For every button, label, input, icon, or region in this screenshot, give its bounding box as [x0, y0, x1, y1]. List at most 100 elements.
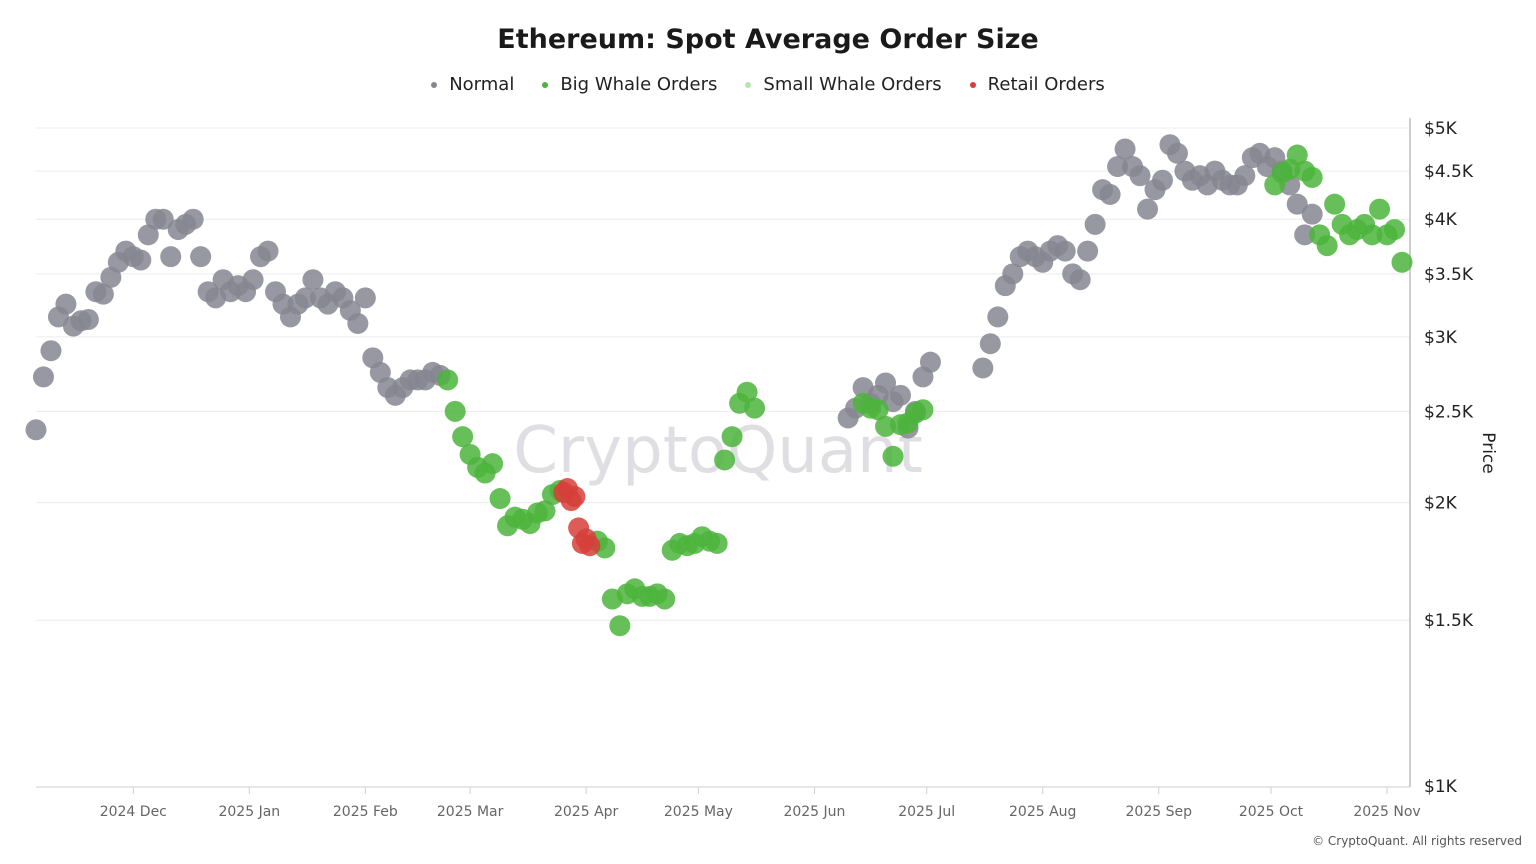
y-tick-label: $4K	[1424, 210, 1458, 230]
point-normal[interactable]	[77, 309, 99, 331]
legend-label-big-whale: Big Whale Orders	[560, 74, 718, 95]
point-normal[interactable]	[875, 372, 897, 394]
legend-dot-retail	[969, 81, 976, 88]
chart-title: Ethereum: Spot Average Order Size	[497, 24, 1039, 55]
point-normal[interactable]	[92, 283, 114, 305]
point-retail-orders[interactable]	[564, 486, 586, 508]
point-normal[interactable]	[152, 208, 174, 230]
point-big-whale-orders[interactable]	[489, 488, 511, 510]
point-normal[interactable]	[890, 384, 912, 406]
x-tick-label: 2025 Jan	[218, 804, 280, 820]
point-big-whale-orders[interactable]	[1369, 198, 1391, 220]
point-big-whale-orders[interactable]	[654, 588, 676, 610]
legend-label-small-whale: Small Whale Orders	[763, 74, 942, 95]
point-normal[interactable]	[242, 269, 264, 291]
point-normal[interactable]	[979, 333, 1001, 355]
point-big-whale-orders[interactable]	[482, 453, 504, 475]
watermark: CryptoQuant	[513, 414, 923, 488]
point-big-whale-orders[interactable]	[1301, 166, 1323, 188]
point-big-whale-orders[interactable]	[721, 426, 743, 448]
point-normal[interactable]	[1099, 183, 1121, 205]
point-normal[interactable]	[972, 357, 994, 379]
x-tick-label: 2025 Jun	[783, 804, 845, 820]
legend-item-normal[interactable]: Normal	[431, 74, 514, 95]
point-normal[interactable]	[919, 351, 941, 373]
point-big-whale-orders[interactable]	[912, 399, 934, 421]
grid-lines	[36, 127, 1410, 621]
point-normal[interactable]	[160, 246, 182, 268]
point-normal[interactable]	[987, 306, 1009, 328]
point-big-whale-orders[interactable]	[437, 369, 459, 391]
x-tick-label: 2025 Aug	[1009, 804, 1076, 820]
y-tick-label: $1.5K	[1424, 611, 1474, 631]
legend-dot-big-whale	[542, 81, 549, 88]
y-tick-label: $4.5K	[1424, 162, 1474, 182]
point-retail-orders[interactable]	[579, 535, 601, 557]
point-normal[interactable]	[137, 224, 159, 246]
legend-item-retail[interactable]: Retail Orders	[969, 74, 1105, 95]
point-normal[interactable]	[32, 366, 54, 388]
data-points	[25, 134, 1413, 637]
point-big-whale-orders[interactable]	[714, 449, 736, 471]
x-tick-label: 2025 Nov	[1353, 804, 1420, 820]
point-normal[interactable]	[1286, 193, 1308, 215]
point-big-whale-orders[interactable]	[452, 426, 474, 448]
x-tick-label: 2025 Sep	[1126, 804, 1193, 820]
point-big-whale-orders[interactable]	[444, 400, 466, 422]
point-big-whale-orders[interactable]	[736, 381, 758, 403]
point-normal[interactable]	[1301, 203, 1323, 225]
legend-label-retail: Retail Orders	[987, 74, 1105, 95]
y-tick-label: $3K	[1424, 328, 1458, 348]
point-normal[interactable]	[1151, 169, 1173, 191]
x-tick-label: 2025 Mar	[437, 804, 504, 820]
point-normal[interactable]	[130, 249, 152, 271]
point-big-whale-orders[interactable]	[609, 615, 631, 637]
point-normal[interactable]	[1077, 240, 1099, 262]
point-normal[interactable]	[1114, 138, 1136, 160]
point-big-whale-orders[interactable]	[1324, 193, 1346, 215]
point-big-whale-orders[interactable]	[1391, 251, 1413, 273]
point-normal[interactable]	[347, 312, 369, 334]
point-big-whale-orders[interactable]	[534, 500, 556, 522]
point-normal[interactable]	[25, 419, 47, 441]
point-normal[interactable]	[1129, 165, 1151, 187]
point-normal[interactable]	[1054, 240, 1076, 262]
y-tick-label: $3.5K	[1424, 265, 1474, 285]
legend-dot-small-whale	[745, 81, 752, 88]
point-normal[interactable]	[1002, 263, 1024, 285]
legend-dot-normal	[431, 81, 438, 88]
point-normal[interactable]	[302, 269, 324, 291]
point-normal[interactable]	[354, 287, 376, 309]
point-normal[interactable]	[55, 293, 77, 315]
point-big-whale-orders[interactable]	[706, 532, 728, 554]
point-big-whale-orders[interactable]	[867, 399, 889, 421]
point-normal[interactable]	[1294, 224, 1316, 246]
point-normal[interactable]	[1234, 165, 1256, 187]
point-big-whale-orders[interactable]	[1316, 235, 1338, 257]
legend-item-small-whale[interactable]: Small Whale Orders	[745, 74, 942, 95]
x-axis-ticks: 2024 Dec 2025 Jan 2025 Feb 2025 Mar 2025 Apr…	[100, 787, 1421, 820]
point-normal[interactable]	[1084, 213, 1106, 235]
x-tick-label: 2024 Dec	[100, 804, 167, 820]
point-big-whale-orders[interactable]	[1286, 144, 1308, 166]
point-normal[interactable]	[1166, 142, 1188, 164]
copyright-credit: © CryptoQuant. All rights reserved	[1312, 834, 1522, 848]
point-big-whale-orders[interactable]	[1361, 224, 1383, 246]
y-axis-title: Price	[1478, 432, 1498, 473]
point-normal[interactable]	[1107, 156, 1129, 178]
point-normal[interactable]	[1069, 269, 1091, 291]
point-big-whale-orders[interactable]	[1384, 219, 1406, 241]
y-tick-label: $5K	[1424, 119, 1458, 139]
point-big-whale-orders[interactable]	[882, 445, 904, 467]
point-big-whale-orders[interactable]	[744, 397, 766, 419]
point-normal[interactable]	[182, 208, 204, 230]
x-tick-label: 2025 Jul	[898, 804, 955, 820]
point-normal[interactable]	[190, 246, 212, 268]
point-normal[interactable]	[294, 287, 316, 309]
x-tick-label: 2025 May	[664, 804, 733, 820]
point-normal[interactable]	[1137, 198, 1159, 220]
legend-item-big-whale[interactable]: Big Whale Orders	[542, 74, 717, 95]
point-normal[interactable]	[40, 340, 62, 362]
point-normal[interactable]	[257, 240, 279, 262]
